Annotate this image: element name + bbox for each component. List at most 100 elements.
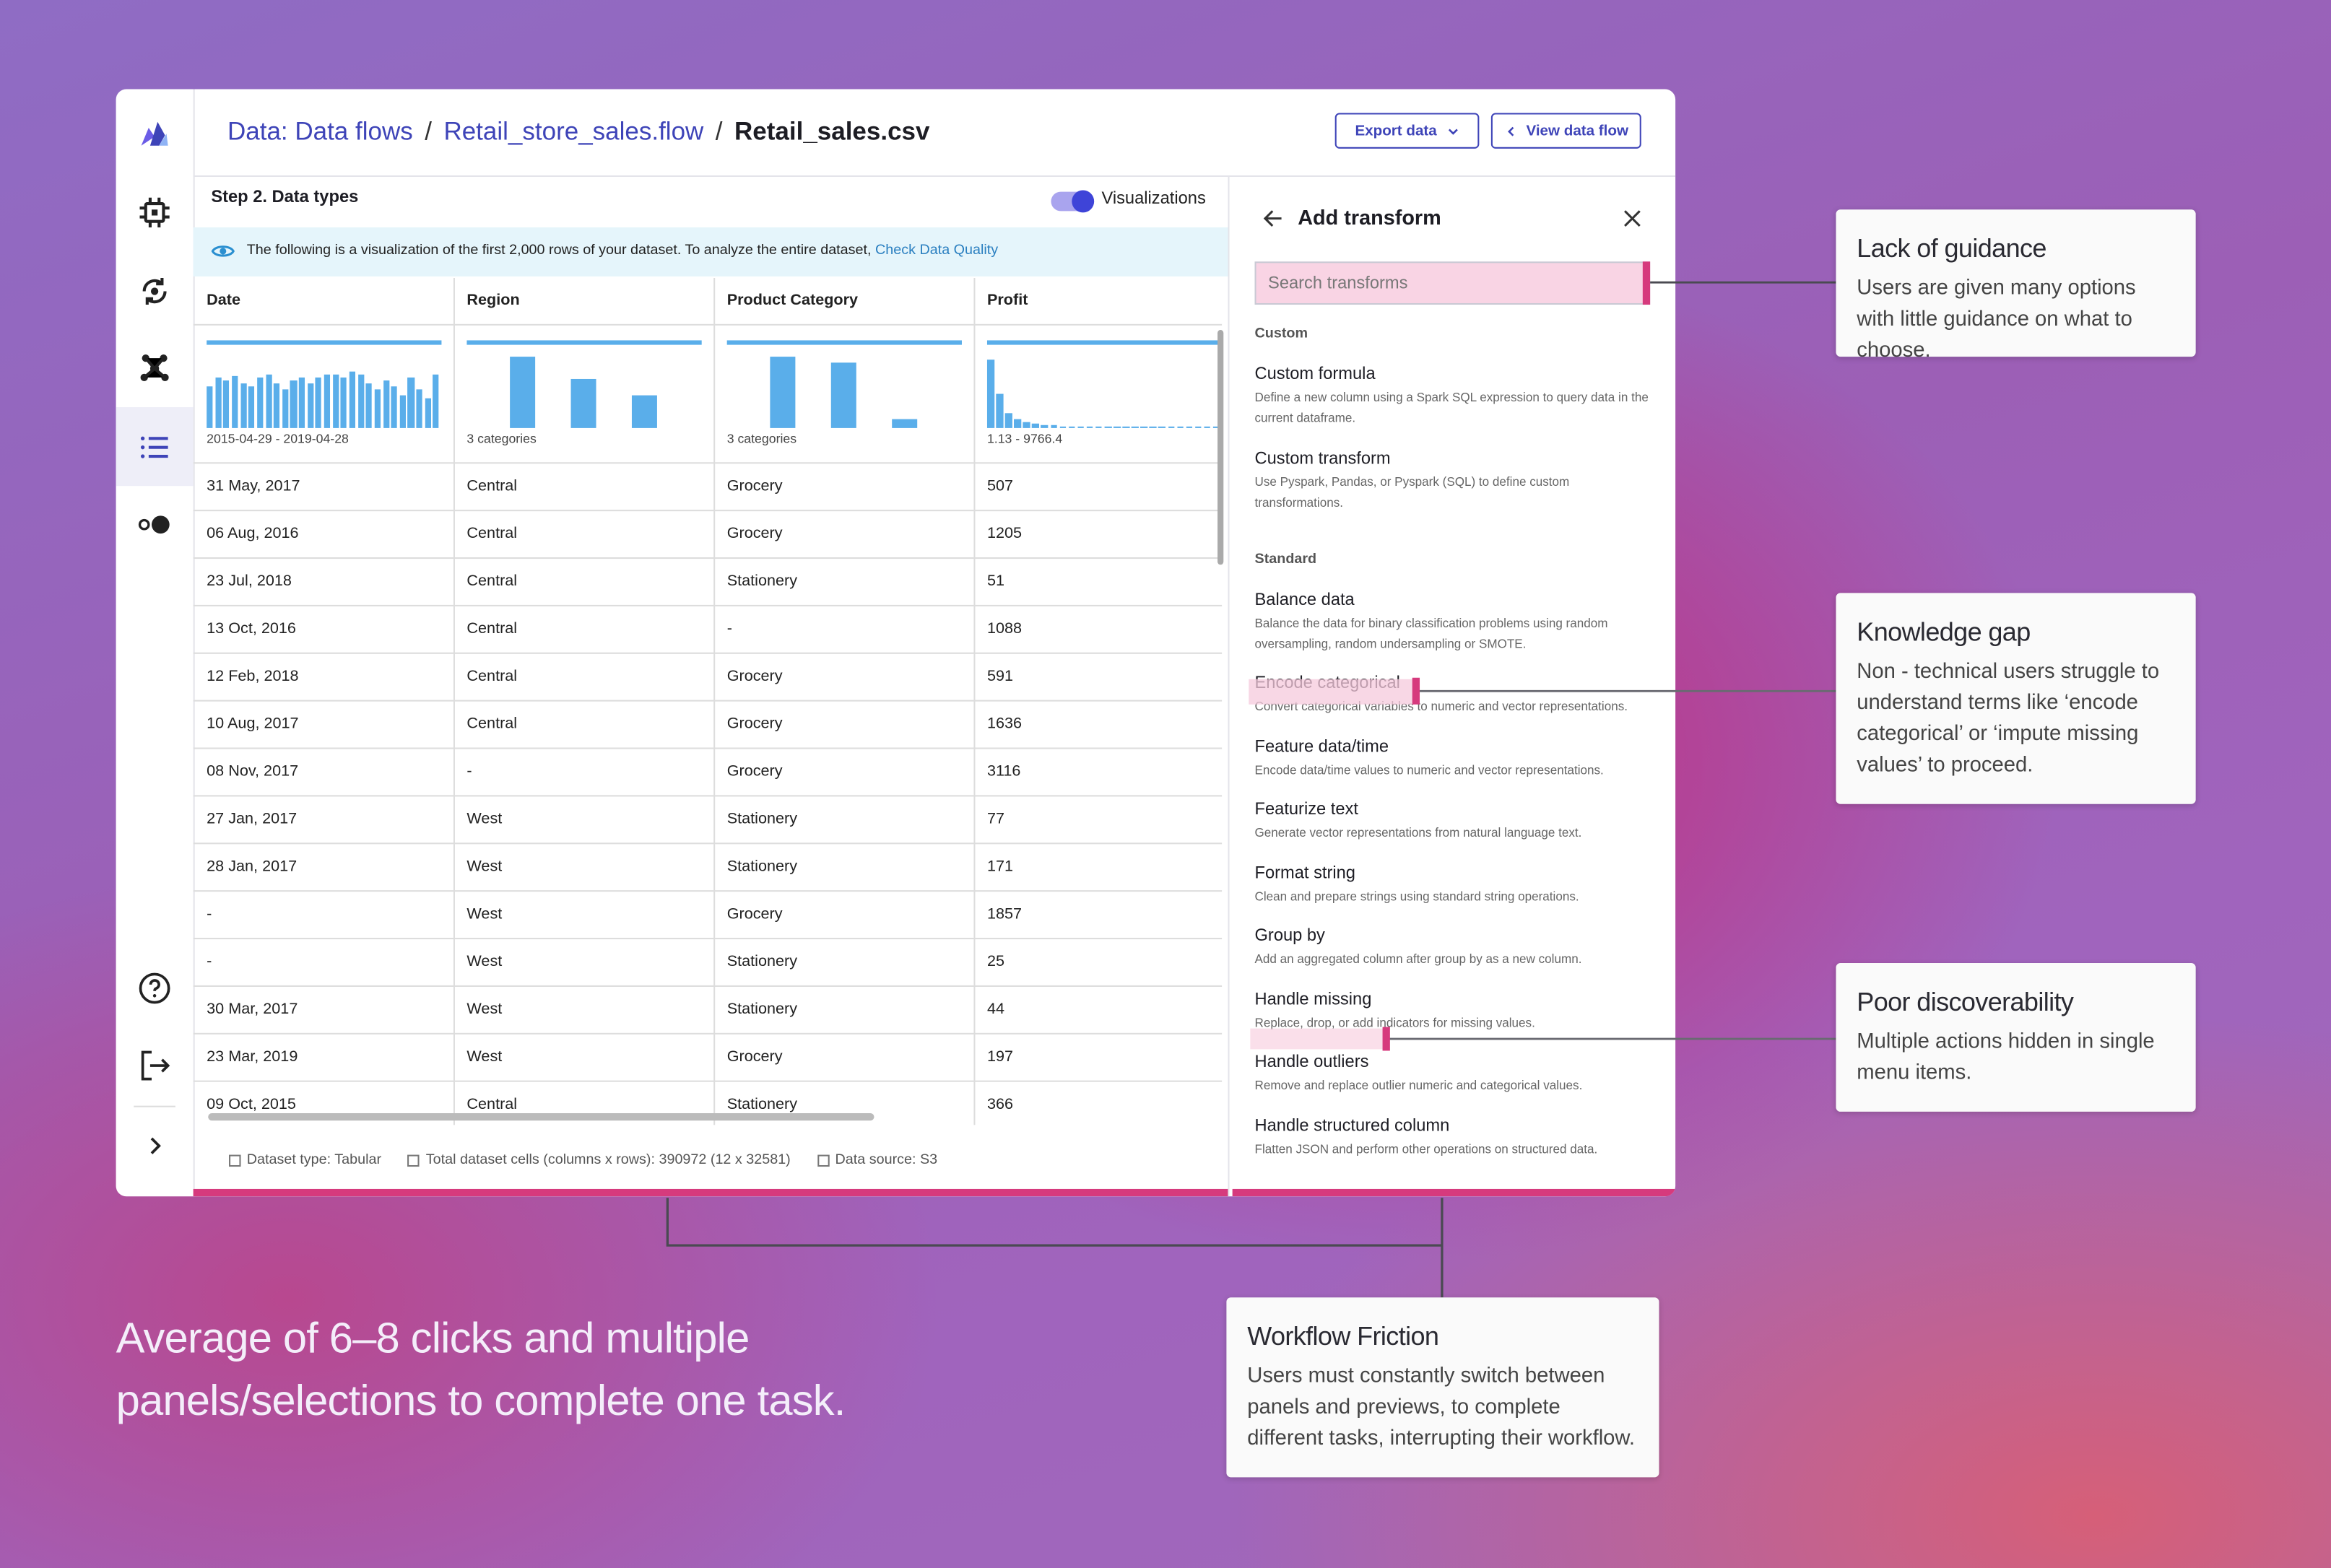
list-icon[interactable] (136, 430, 172, 465)
toggle-knob[interactable] (1072, 190, 1095, 213)
info-banner: The following is a visualization of the … (193, 227, 1230, 276)
histogram-bar (282, 389, 289, 428)
transform-description: Add an aggregated column after group by … (1254, 951, 1582, 967)
column-header[interactable]: Date (207, 291, 241, 310)
column-header[interactable]: Profit (986, 291, 1028, 310)
breadcrumb-link[interactable]: Retail_store_sales.flow (443, 117, 704, 146)
table-cell: 1636 (986, 715, 1023, 733)
table-cell: West (466, 1047, 503, 1066)
transform-item[interactable]: Featurize text Generate vector representa… (1255, 798, 1659, 843)
toggle-icon[interactable] (136, 507, 172, 542)
table-cell: West (466, 905, 503, 923)
table-cell: Grocery (726, 667, 783, 686)
highlight-marker (1412, 677, 1420, 705)
close-icon[interactable] (1622, 208, 1643, 229)
transform-title[interactable]: Featurize text (1254, 801, 1358, 819)
accent-bar (193, 1188, 1228, 1197)
transform-item[interactable]: Custom transform Use Pyspark, Pandas, or … (1255, 447, 1659, 513)
column-header[interactable]: Region (466, 291, 520, 310)
transform-title[interactable]: Custom transform (1254, 449, 1391, 468)
transform-title[interactable]: Handle missing (1254, 990, 1372, 1009)
column-divider (713, 277, 716, 1125)
transform-item[interactable]: Handle outliers Remove and replace outlie… (1255, 1050, 1659, 1095)
table-cell: 25 (986, 952, 1005, 971)
histogram-bar (570, 378, 596, 428)
divider (134, 1105, 175, 1107)
table-cell: 171 (986, 857, 1014, 876)
transform-title[interactable]: Handle structured column (1254, 1117, 1450, 1135)
help-icon[interactable] (136, 970, 172, 1006)
histogram-bar (892, 419, 918, 428)
table-cell: 366 (986, 1095, 1014, 1113)
histogram-top (466, 340, 702, 345)
histogram-bar (1077, 426, 1085, 428)
view-flow-button[interactable]: View data flow (1490, 113, 1641, 149)
histogram-bar (1186, 426, 1193, 428)
v-scrollbar[interactable] (1217, 330, 1224, 565)
footer-item: Total dataset cells (columns x rows): 39… (408, 1151, 791, 1168)
table-cell: 09 Oct, 2015 (207, 1095, 296, 1113)
transform-item[interactable]: Custom formula Define a new column using … (1255, 362, 1659, 428)
table-cell: 23 Jul, 2018 (207, 572, 292, 591)
table-cell: Stationery (726, 1095, 798, 1113)
export-button[interactable]: Export data (1334, 113, 1480, 149)
histogram-top (986, 340, 1223, 345)
footer: Dataset type: Tabular Total dataset cells… (229, 1151, 937, 1168)
column-header[interactable]: Product Category (726, 291, 859, 310)
row-border (193, 510, 1223, 512)
histogram-top (726, 340, 962, 345)
toggle[interactable] (1051, 190, 1095, 213)
logout-icon[interactable] (136, 1047, 172, 1083)
transform-item[interactable]: Balance data Balance the data for binary … (1255, 588, 1659, 653)
transform-item[interactable]: Group by Add an aggregated column after g… (1255, 924, 1659, 969)
histogram-bar (332, 374, 339, 428)
eye-icon (211, 245, 235, 257)
banner-link[interactable]: Check Data Quality (875, 242, 999, 259)
table-cell: 30 Mar, 2017 (207, 1000, 298, 1019)
row-border (193, 604, 1223, 606)
transform-item[interactable]: Format string Clean and prepare strings u… (1255, 861, 1659, 906)
table-cell: Stationery (726, 952, 798, 971)
network-icon[interactable] (136, 351, 172, 386)
histogram-bar (383, 380, 389, 428)
panel-header: Add transform (1255, 196, 1659, 241)
histogram-bar (214, 377, 222, 428)
table-cell: Stationery (726, 572, 798, 591)
chip-icon[interactable] (136, 195, 172, 230)
view-label[interactable]: View data flow (1526, 122, 1628, 139)
transform-item[interactable]: Handle missing Replace, drop, or add indi… (1255, 988, 1659, 1032)
table-cell: 10 Aug, 2017 (207, 715, 299, 733)
logo (141, 121, 168, 146)
transform-title[interactable]: Format string (1254, 864, 1355, 882)
column-summary: 3 categories (726, 431, 797, 446)
histogram-bar (1150, 426, 1157, 428)
summary-text: Average of 6–8 clicks and multiple panel… (116, 1315, 846, 1426)
transform-title[interactable]: Balance data (1254, 591, 1355, 609)
transform-item[interactable]: Feature data/time Encode data/time values… (1255, 735, 1659, 780)
breadcrumb-link[interactable]: Data: Data flows (227, 117, 413, 146)
refresh-icon[interactable] (136, 274, 172, 309)
histogram-bar (391, 386, 398, 428)
expand-icon[interactable] (136, 1128, 172, 1164)
histogram-bar (316, 377, 322, 428)
table-cell: West (466, 857, 503, 876)
transform-item[interactable]: Handle structured column Flatten JSON and… (1255, 1114, 1659, 1159)
h-scrollbar[interactable] (208, 1112, 874, 1121)
transform-title[interactable]: Handle outliers (1254, 1053, 1369, 1072)
row-border (193, 747, 1223, 749)
search-box[interactable]: Search transforms (1254, 261, 1651, 305)
transform-title[interactable]: Custom formula (1254, 365, 1376, 384)
export-label[interactable]: Export data (1355, 122, 1437, 139)
back-icon[interactable] (1262, 208, 1283, 229)
transform-description: Replace, drop, or add indicators for mis… (1254, 1014, 1535, 1029)
table-cell: Grocery (726, 1047, 783, 1066)
table-cell: 08 Nov, 2017 (207, 762, 299, 780)
table-cell: - (207, 905, 212, 923)
table-cell: 197 (986, 1047, 1014, 1066)
annotation-card: Knowledge gap Non - technical users strug… (1836, 593, 2196, 804)
transform-title[interactable]: Group by (1254, 927, 1325, 946)
search-placeholder[interactable]: Search transforms (1268, 274, 1408, 293)
transform-title[interactable]: Feature data/time (1254, 738, 1389, 756)
sidebar (116, 89, 195, 1197)
